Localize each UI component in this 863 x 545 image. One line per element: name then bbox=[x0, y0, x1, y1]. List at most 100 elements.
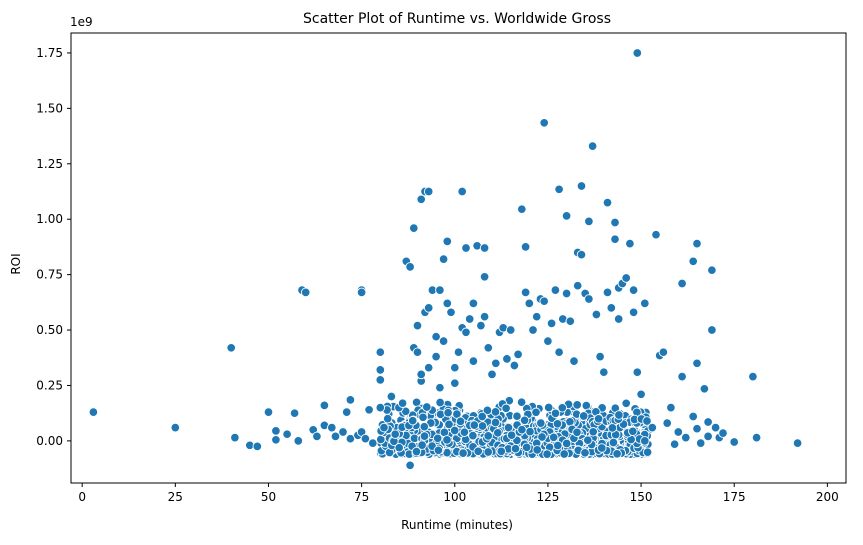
data-point bbox=[510, 443, 521, 454]
data-point bbox=[431, 351, 441, 362]
data-point bbox=[226, 343, 236, 353]
data-point bbox=[412, 320, 423, 331]
data-point bbox=[748, 371, 758, 382]
data-point bbox=[587, 141, 598, 151]
data-point bbox=[483, 431, 493, 441]
data-point bbox=[375, 402, 386, 413]
data-point bbox=[491, 358, 501, 369]
data-point bbox=[692, 238, 702, 249]
data-point bbox=[468, 298, 479, 309]
x-tick-label: 100 bbox=[443, 490, 466, 504]
data-point bbox=[438, 336, 449, 346]
data-point bbox=[442, 435, 452, 445]
plot-area bbox=[88, 48, 803, 471]
data-point bbox=[539, 118, 549, 128]
data-point bbox=[479, 243, 490, 253]
data-point bbox=[614, 410, 624, 420]
data-point bbox=[386, 391, 397, 402]
data-point bbox=[699, 384, 710, 394]
y-axis-label: ROI bbox=[9, 253, 23, 274]
data-point bbox=[628, 285, 639, 295]
data-point bbox=[435, 382, 445, 393]
data-point bbox=[493, 428, 503, 438]
data-point bbox=[607, 423, 618, 433]
data-point bbox=[569, 356, 579, 366]
data-point bbox=[658, 347, 669, 357]
data-point bbox=[621, 273, 631, 283]
x-tick-label: 200 bbox=[816, 490, 839, 504]
y-tick-label: 0.00 bbox=[36, 434, 63, 448]
data-point bbox=[642, 447, 653, 457]
data-point bbox=[435, 397, 445, 408]
data-point bbox=[729, 437, 739, 447]
data-point bbox=[524, 298, 535, 309]
data-point bbox=[640, 298, 650, 309]
data-point bbox=[433, 445, 444, 456]
data-point bbox=[419, 421, 430, 432]
x-axis: 0 25 50 75 100 125 150 175 200 bbox=[78, 483, 839, 504]
data-point bbox=[625, 238, 635, 249]
data-point bbox=[459, 427, 470, 437]
data-point bbox=[405, 460, 415, 471]
data-point bbox=[382, 413, 393, 424]
data-point bbox=[473, 446, 483, 457]
data-point bbox=[593, 414, 604, 424]
data-point bbox=[718, 428, 728, 438]
data-point bbox=[520, 287, 531, 298]
data-point bbox=[662, 418, 672, 428]
data-point bbox=[417, 440, 427, 450]
data-point bbox=[536, 418, 546, 428]
data-point bbox=[520, 242, 531, 252]
data-point bbox=[506, 430, 517, 440]
data-point bbox=[528, 325, 538, 335]
data-point bbox=[621, 398, 631, 409]
data-point bbox=[599, 367, 609, 377]
data-point bbox=[583, 435, 593, 445]
x-tick-label: 75 bbox=[354, 490, 369, 504]
data-point bbox=[576, 181, 587, 191]
data-point bbox=[581, 400, 592, 411]
data-point bbox=[422, 402, 432, 412]
data-point bbox=[636, 389, 646, 400]
data-point bbox=[546, 318, 557, 329]
y-tick-label: 1.00 bbox=[36, 212, 63, 226]
data-point bbox=[673, 427, 684, 437]
x-axis-label: Runtime (minutes) bbox=[401, 518, 513, 532]
data-point bbox=[561, 438, 572, 449]
data-point bbox=[416, 369, 426, 380]
data-point bbox=[375, 375, 386, 385]
data-point bbox=[482, 405, 493, 416]
data-point bbox=[457, 186, 467, 197]
x-tick-label: 150 bbox=[630, 490, 653, 504]
data-point bbox=[666, 402, 676, 413]
data-point bbox=[692, 423, 702, 434]
data-point bbox=[751, 432, 762, 443]
data-point bbox=[572, 400, 582, 410]
data-point bbox=[464, 314, 475, 324]
data-point bbox=[557, 403, 568, 413]
data-point bbox=[461, 327, 471, 338]
data-point bbox=[642, 416, 652, 426]
data-point bbox=[677, 278, 687, 289]
data-point bbox=[703, 431, 713, 442]
data-point bbox=[330, 431, 341, 442]
data-point bbox=[588, 427, 598, 437]
data-point bbox=[450, 378, 460, 388]
data-point bbox=[688, 411, 698, 422]
data-point bbox=[584, 294, 594, 304]
data-point bbox=[469, 420, 480, 430]
data-point bbox=[572, 280, 583, 291]
chart-title: Scatter Plot of Runtime vs. Worldwide Gr… bbox=[303, 11, 611, 27]
data-point bbox=[341, 407, 352, 417]
data-point bbox=[438, 254, 449, 264]
data-point bbox=[423, 362, 434, 373]
data-point bbox=[531, 407, 541, 418]
axes-frame bbox=[70, 32, 847, 484]
data-point bbox=[446, 307, 456, 318]
data-point bbox=[640, 436, 650, 446]
data-point bbox=[411, 446, 422, 457]
data-point bbox=[554, 347, 564, 357]
data-point bbox=[435, 409, 446, 420]
data-point bbox=[468, 356, 479, 366]
